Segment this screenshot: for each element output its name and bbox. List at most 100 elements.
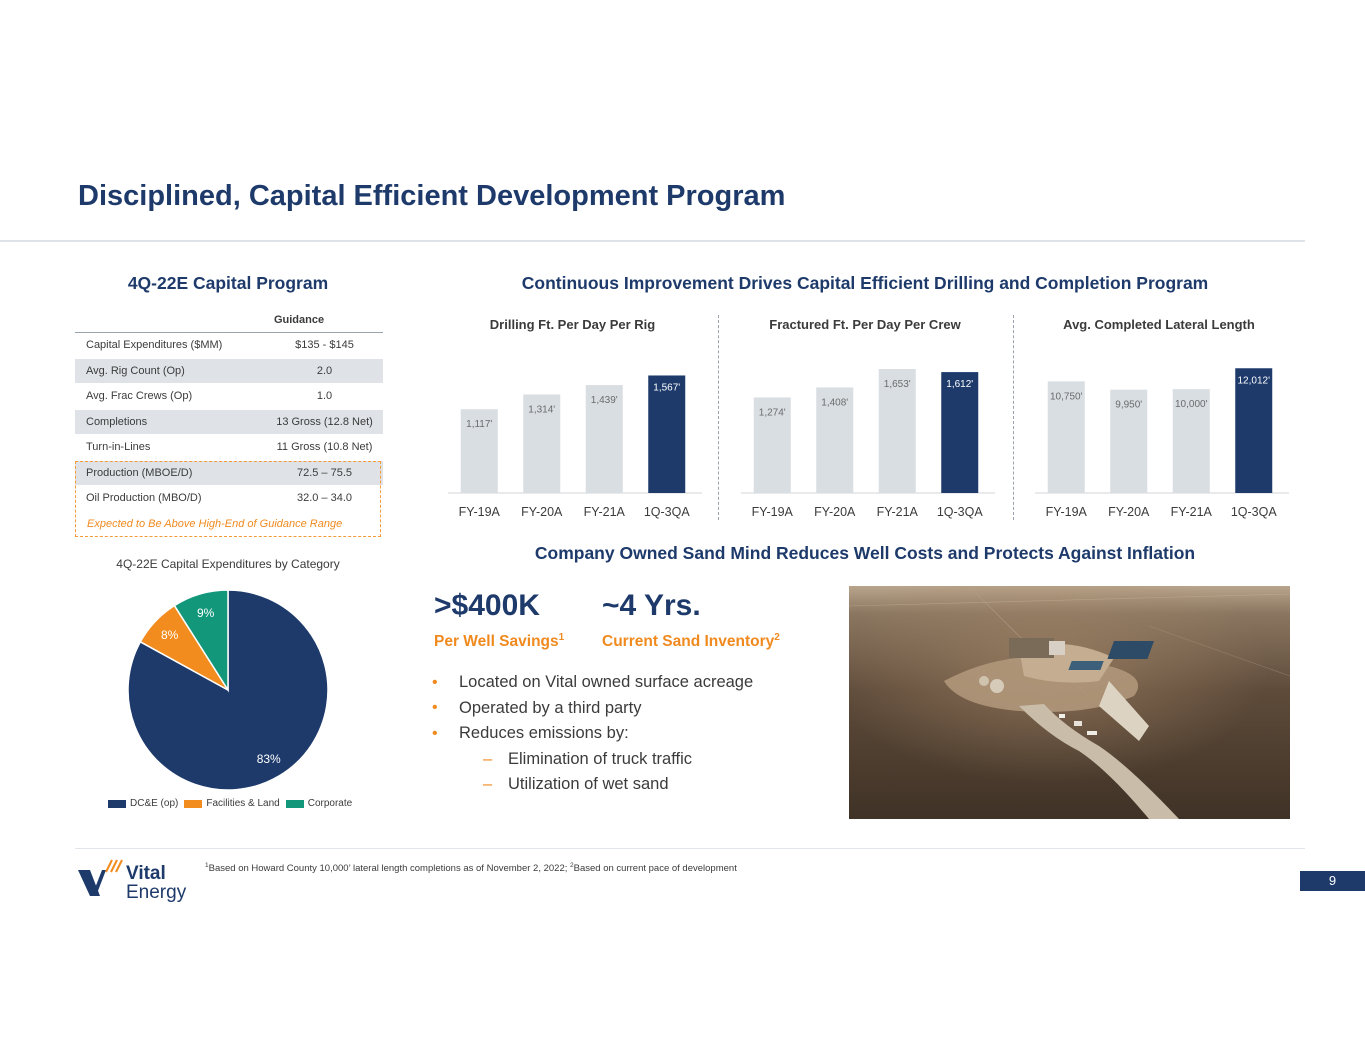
x-tick-label: 1Q-3QA xyxy=(644,505,691,519)
row-label: Turn-in-Lines xyxy=(86,441,151,454)
title-divider xyxy=(0,240,1305,242)
row-value: 72.5 – 75.5 xyxy=(296,466,353,479)
inventory-label-text: Current Sand Inventory xyxy=(602,633,775,651)
x-tick-label: 1Q-3QA xyxy=(937,505,984,519)
footnote: 1Based on Howard County 10,000’ lateral … xyxy=(205,862,737,874)
bar-value-label: 1,274' xyxy=(759,407,786,418)
x-tick-label: FY-20A xyxy=(1108,505,1150,519)
bullet-text: Reduces emissions by: xyxy=(459,724,629,743)
row-value: 2.0 xyxy=(316,364,333,377)
bar-value-label: 12,012' xyxy=(1238,375,1271,386)
legend-swatch xyxy=(285,799,304,808)
chart-divider xyxy=(1013,315,1014,520)
guidance-note: Expected to Be Above High-End of Guidanc… xyxy=(87,518,343,530)
lateral-chart-title: Avg. Completed Lateral Length xyxy=(1063,317,1255,332)
legend-swatch xyxy=(184,799,203,808)
x-tick-label: 1Q-3QA xyxy=(1231,505,1278,519)
vital-energy-logo: Vital Energy xyxy=(78,859,187,902)
pie-slice xyxy=(173,589,229,693)
row-label: Oil Production (MBO/D) xyxy=(86,492,202,505)
bar xyxy=(753,397,791,493)
x-tick-label: FY-19A xyxy=(459,505,501,519)
bar xyxy=(1235,368,1273,493)
bar xyxy=(1172,389,1210,493)
bullet-text: Operated by a third party xyxy=(459,698,642,717)
sand-mine-heading: Company Owned Sand Mind Reduces Well Cos… xyxy=(534,543,1196,563)
x-tick-label: FY-21A xyxy=(1171,505,1213,519)
bullet-text: Elimination of truck traffic xyxy=(508,749,693,768)
bar xyxy=(648,375,686,493)
legend-label: Facilities & Land xyxy=(206,798,280,809)
pie-slice-label: 9% xyxy=(197,606,215,620)
legend-item: Corporate xyxy=(285,798,352,809)
table-row: Oil Production (MBO/D) 32.0 – 34.0 xyxy=(75,486,383,512)
drilling-bar-chart: 1,117' FY-19A 1,314' FY-20A 1,439' FY-21A 1,56… xyxy=(448,375,702,519)
capex-pie-chart: 83% 8% 9% xyxy=(127,589,329,791)
sub-bullet-item: – Elimination of truck traffic xyxy=(483,749,693,768)
bar-value-label: 10,750' xyxy=(1050,391,1083,402)
legend-swatch xyxy=(108,799,126,808)
guidance-highlight-box xyxy=(75,461,381,537)
savings-label-text: Per Well Savings xyxy=(434,633,559,651)
row-value: 1.0 xyxy=(316,390,333,403)
row-label: Avg. Rig Count (Op) xyxy=(86,364,185,377)
bar-value-label: 1,653' xyxy=(884,379,911,390)
x-tick-label: FY-21A xyxy=(877,505,919,519)
legend-item: Facilities & Land xyxy=(184,798,280,809)
inventory-stat-label: Current Sand Inventory2 xyxy=(602,632,780,651)
pie-legend: DC&E (op) Facilities & Land Corporate xyxy=(108,798,358,809)
row-value: 11 Gross (10.8 Net) xyxy=(276,441,373,454)
sand-mine-aerial-photo xyxy=(849,586,1290,819)
sand-mine-bullets: • Located on Vital owned surface acreage … xyxy=(432,670,753,798)
savings-stat-label: Per Well Savings1 xyxy=(434,632,564,651)
page-title: Disciplined, Capital Efficient Developme… xyxy=(78,180,786,212)
footnote-text: Based on Howard County 10,000’ lateral l… xyxy=(208,863,571,875)
bar-value-label: 1,439' xyxy=(591,395,618,406)
table-row: Capital Expenditures ($MM) $135 - $145 xyxy=(75,333,383,359)
pie-slice-label: 8% xyxy=(161,628,179,642)
pie-slice-label: 83% xyxy=(257,752,281,766)
table-row: Avg. Frac Crews (Op) 1.0 xyxy=(75,384,383,410)
row-label: Completions xyxy=(86,415,148,428)
table-row: Avg. Rig Count (Op) 2.0 xyxy=(75,358,383,384)
footnote-marker: 2 xyxy=(570,862,574,869)
inventory-stat-value: ~4 Yrs. xyxy=(602,589,701,622)
bar xyxy=(460,409,498,493)
guidance-column-header: Guidance xyxy=(75,308,383,333)
page-number: 9 xyxy=(1300,871,1365,891)
table-row: Completions 13 Gross (12.8 Net) xyxy=(75,409,383,435)
bar xyxy=(1110,389,1148,493)
row-value: 32.0 – 34.0 xyxy=(296,492,353,505)
drilling-chart-title: Drilling Ft. Per Day Per Rig xyxy=(489,317,656,332)
savings-stat-value: >$400K xyxy=(434,589,540,622)
bar-value-label: 1,117' xyxy=(466,419,492,430)
bullet-item: • Located on Vital owned surface acreage xyxy=(432,673,754,692)
logo-line2: Energy xyxy=(126,882,187,902)
legend-item: DC&E (op) xyxy=(108,798,178,809)
x-tick-label: FY-20A xyxy=(521,505,563,519)
lateral-bar-chart: 10,750' FY-19A 9,950' FY-20A 10,000' FY-21A 12… xyxy=(1035,368,1289,519)
capital-program-heading: 4Q-22E Capital Program xyxy=(127,273,329,293)
bar-value-label: 1,567' xyxy=(653,382,680,393)
footer-divider xyxy=(75,848,1305,849)
bullet-text: Utilization of wet sand xyxy=(508,775,669,794)
row-label: Avg. Frac Crews (Op) xyxy=(86,390,193,403)
bar xyxy=(1047,381,1085,493)
bullet-text: Located on Vital owned surface acreage xyxy=(459,673,754,692)
legend-label: DC&E (op) xyxy=(130,798,179,809)
guidance-table: Guidance Capital Expenditures ($MM) $135… xyxy=(75,308,383,512)
bar xyxy=(523,394,561,493)
footnote-text: Based on current pace of development xyxy=(573,863,737,875)
x-tick-label: FY-19A xyxy=(752,505,794,519)
bar xyxy=(878,369,916,493)
fracture-chart-title: Fractured Ft. Per Day Per Crew xyxy=(769,317,961,332)
row-value: $135 - $145 xyxy=(295,339,354,352)
bar-value-label: 1,408' xyxy=(821,397,848,408)
bar-value-label: 10,000' xyxy=(1175,399,1208,410)
bar xyxy=(816,387,854,493)
bar xyxy=(585,385,623,493)
row-label: Capital Expenditures ($MM) xyxy=(86,339,223,352)
footnote-ref: 2 xyxy=(774,632,780,643)
row-label: Production (MBOE/D) xyxy=(86,466,193,479)
footnote-ref: 1 xyxy=(558,632,565,643)
